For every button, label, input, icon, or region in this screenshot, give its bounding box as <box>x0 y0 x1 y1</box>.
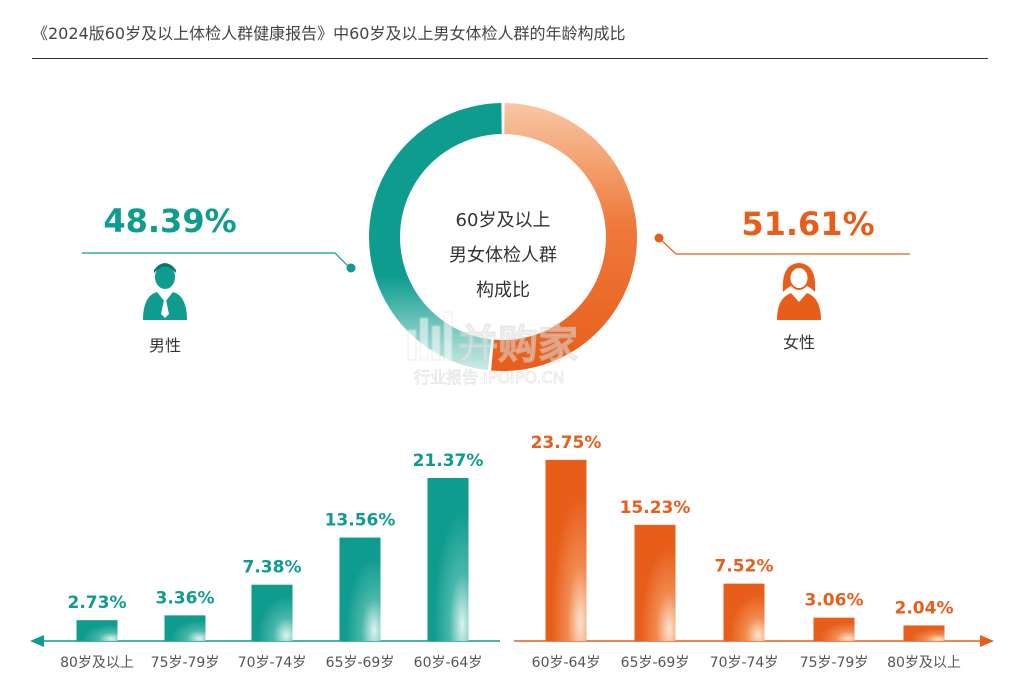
category-label-female-2: 70岁-74岁 <box>710 655 779 671</box>
bar-female-1 <box>634 524 676 641</box>
category-label-female-0: 60岁-64岁 <box>532 655 601 671</box>
watermark-logo-icon <box>407 311 453 361</box>
bar-male-2 <box>251 584 293 641</box>
data-label-female-1: 15.23% <box>620 498 691 518</box>
category-label-male-4: 60岁-64岁 <box>414 655 483 671</box>
female-user-icon <box>777 263 821 320</box>
bar-male-0 <box>76 620 118 641</box>
male-label: 男性 <box>149 336 181 355</box>
bar-female-0 <box>545 459 587 641</box>
bar-chart: 2.73% 80岁及以上 3.36% 75岁-79岁 7.38% 70岁-74岁 13.56… <box>30 433 994 671</box>
data-label-female-3: 3.06% <box>805 591 864 611</box>
donut-center-text-2: 构成比 <box>476 280 530 301</box>
data-label-male-1: 3.36% <box>156 588 215 608</box>
bar-female-4 <box>903 625 945 641</box>
category-label-male-3: 65岁-69岁 <box>326 655 395 671</box>
male-axis-arrow-icon <box>30 635 44 647</box>
data-label-male-0: 2.73% <box>68 593 127 613</box>
category-label-male-0: 80岁及以上 <box>60 655 134 671</box>
donut-center-text-0: 60岁及以上 <box>456 210 551 231</box>
female-percentage: 51.61% <box>741 205 874 243</box>
male-leader-line <box>82 252 351 269</box>
page-title: 《2024版60岁及以上体检人群健康报告》中60岁及以上男女体检人群的年龄构成比 <box>32 24 626 43</box>
category-label-female-1: 65岁-69岁 <box>621 655 690 671</box>
bar-male-3 <box>339 537 381 641</box>
watermark-subtitle: 行业报告 IPOIPO.CN <box>414 368 565 387</box>
male-user-icon <box>143 263 187 320</box>
female-label: 女性 <box>783 333 815 352</box>
bar-male-4 <box>427 478 469 641</box>
title-divider <box>32 58 988 59</box>
watermark-brand: 并购家 <box>458 322 578 368</box>
donut-slice-male <box>369 103 502 371</box>
data-label-male-4: 21.37% <box>413 451 484 471</box>
data-label-female-2: 7.52% <box>715 557 774 577</box>
bar-female-2 <box>723 583 765 641</box>
data-label-female-4: 2.04% <box>895 598 954 618</box>
donut-slice-female <box>491 103 637 371</box>
female-axis-arrow-icon <box>980 635 994 647</box>
bar-female-3 <box>813 617 855 641</box>
female-leader-dot <box>654 233 664 243</box>
donut-center-text-1: 男女体检人群 <box>449 245 557 266</box>
data-label-female-0: 23.75% <box>531 433 602 453</box>
data-label-male-2: 7.38% <box>243 558 302 578</box>
bar-male-1 <box>164 615 206 641</box>
category-label-female-4: 80岁及以上 <box>887 655 961 671</box>
male-percentage: 48.39% <box>103 202 236 240</box>
category-label-male-1: 75岁-79岁 <box>151 655 220 671</box>
data-label-male-3: 13.56% <box>325 511 396 531</box>
female-leader-line <box>659 238 910 255</box>
category-label-female-3: 75岁-79岁 <box>800 655 869 671</box>
gender-callouts: 48.39% 男性 51.61% 女性 <box>82 202 910 355</box>
male-leader-dot <box>346 263 356 273</box>
category-label-male-2: 70岁-74岁 <box>238 655 307 671</box>
